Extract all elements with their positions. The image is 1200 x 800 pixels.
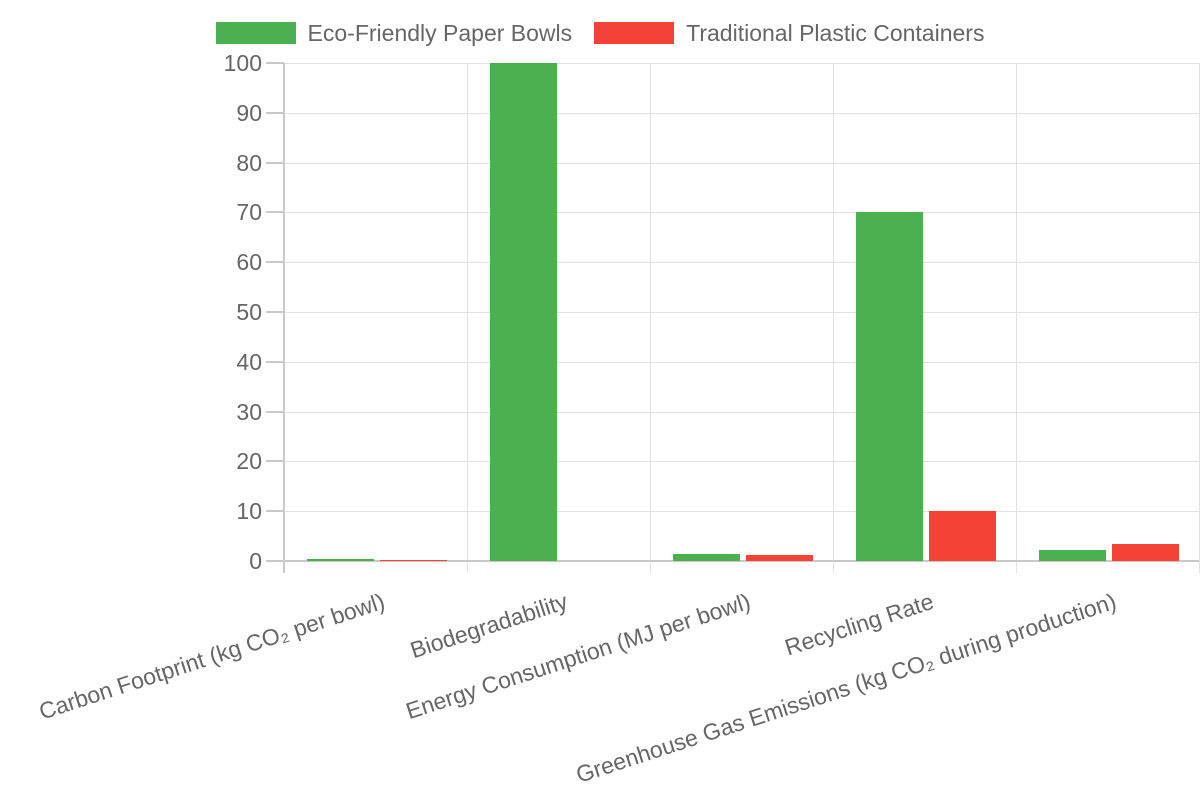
y-tick-label-70: 70 [236, 199, 262, 225]
y-tick-mark-50 [266, 311, 284, 313]
y-tick-mark-70 [266, 211, 284, 213]
y-tick-label-90: 90 [236, 100, 262, 126]
h-gridline-100 [284, 63, 1199, 64]
legend-label-eco-friendly-paper-bowls: Eco-Friendly Paper Bowls [307, 20, 573, 46]
y-tick-label-60: 60 [236, 249, 262, 275]
v-gridline-1 [467, 63, 468, 573]
bar-series1-cat3 [673, 554, 740, 561]
legend: Eco-Friendly Paper Bowls Traditional Pla… [0, 20, 1200, 46]
h-gridline-10 [284, 511, 1199, 512]
h-gridline-70 [284, 212, 1199, 213]
x-category-label-4: Recycling Rate [781, 588, 937, 661]
bar-series2-cat3 [746, 555, 813, 561]
y-tick-label-40: 40 [236, 349, 262, 375]
v-gridline-4 [1016, 63, 1017, 573]
bar-series2-cat1 [380, 560, 447, 561]
y-tick-label-50: 50 [236, 299, 262, 325]
v-gridline-2 [650, 63, 651, 573]
x-axis-line [284, 560, 1199, 562]
y-tick-label-0: 0 [249, 548, 262, 574]
y-tick-mark-60 [266, 261, 284, 263]
h-gridline-30 [284, 412, 1199, 413]
y-tick-label-80: 80 [236, 150, 262, 176]
y-tick-mark-100 [266, 62, 284, 64]
v-gridline-3 [833, 63, 834, 573]
bar-series1-cat2 [490, 63, 557, 561]
bar-series2-cat4 [929, 511, 996, 561]
y-tick-label-20: 20 [236, 448, 262, 474]
y-tick-label-30: 30 [236, 399, 262, 425]
h-gridline-80 [284, 163, 1199, 164]
y-axis-line [283, 63, 285, 573]
legend-item-eco-friendly-paper-bowls[interactable]: Eco-Friendly Paper Bowls [215, 20, 573, 46]
h-gridline-60 [284, 262, 1199, 263]
h-gridline-90 [284, 113, 1199, 114]
y-tick-mark-20 [266, 460, 284, 462]
h-gridline-50 [284, 312, 1199, 313]
y-tick-mark-10 [266, 510, 284, 512]
legend-label-traditional-plastic-containers: Traditional Plastic Containers [686, 20, 985, 46]
bar-series1-cat5 [1039, 550, 1106, 561]
h-gridline-20 [284, 461, 1199, 462]
legend-swatch-green [215, 22, 296, 44]
bar-series1-cat1 [307, 559, 374, 561]
x-category-label-3: Energy Consumption (MJ per bowl) [402, 588, 754, 725]
y-tick-label-100: 100 [223, 50, 262, 76]
bar-series1-cat4 [856, 212, 923, 561]
y-tick-mark-0 [266, 560, 284, 562]
bar-series2-cat5 [1112, 544, 1179, 561]
x-category-label-1: Carbon Footprint (kg CO₂ per bowl) [35, 588, 388, 725]
legend-item-traditional-plastic-containers[interactable]: Traditional Plastic Containers [594, 20, 984, 46]
y-tick-mark-90 [266, 112, 284, 114]
y-tick-mark-40 [266, 361, 284, 363]
y-tick-mark-30 [266, 411, 284, 413]
h-gridline-40 [284, 362, 1199, 363]
legend-swatch-red [594, 22, 675, 44]
y-tick-mark-80 [266, 162, 284, 164]
y-tick-label-10: 10 [236, 498, 262, 524]
